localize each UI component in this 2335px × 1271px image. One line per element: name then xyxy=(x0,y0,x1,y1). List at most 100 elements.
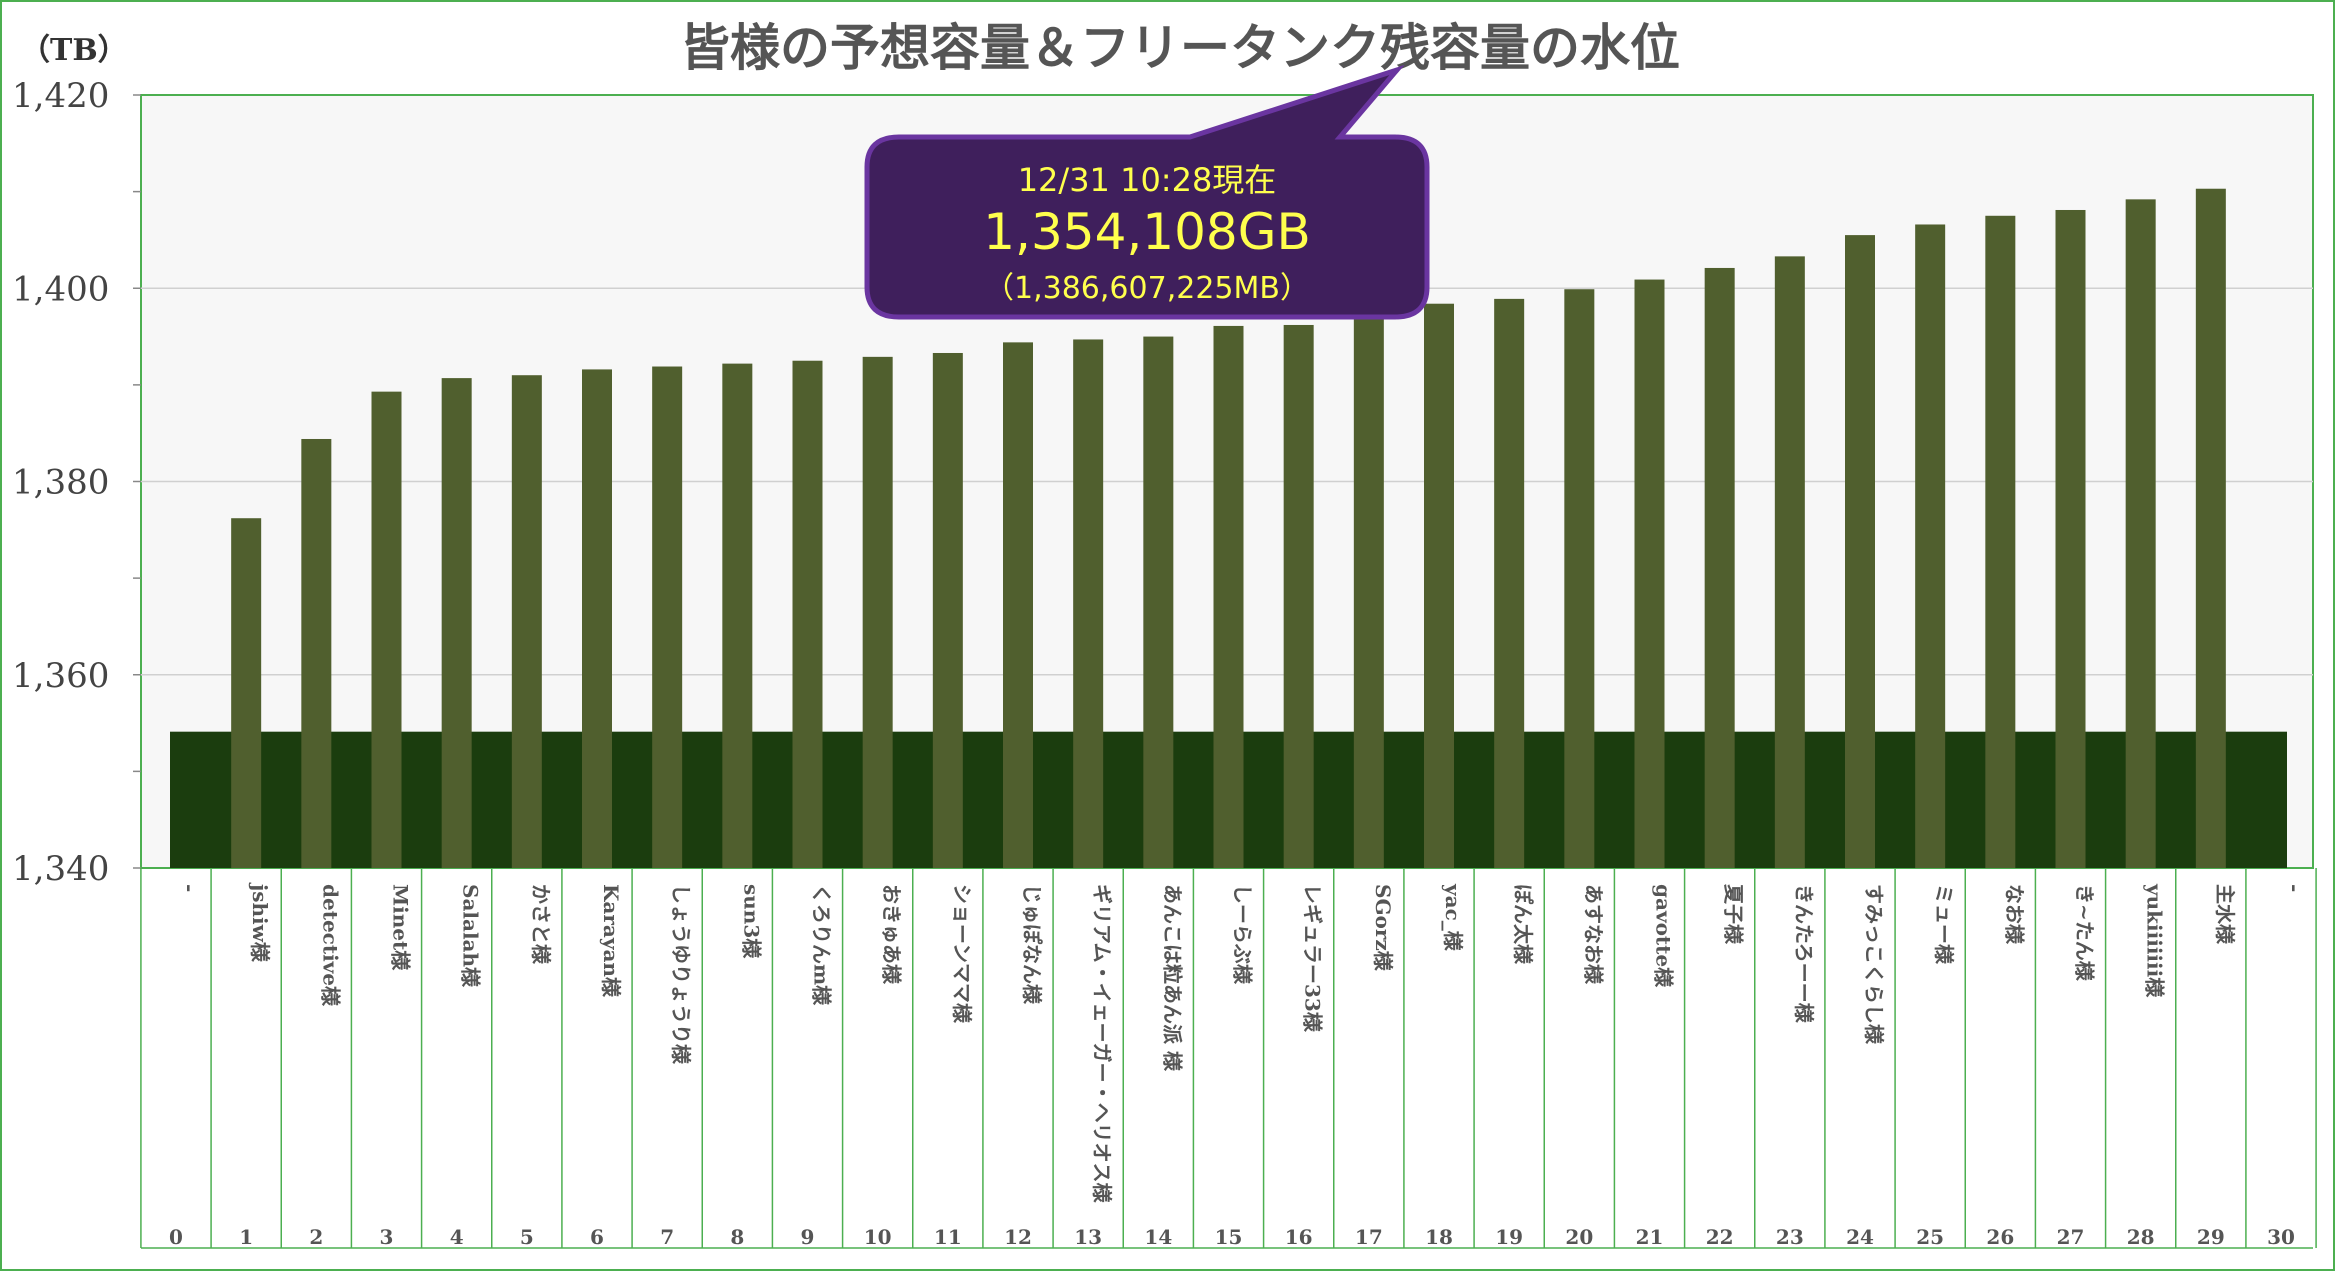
bar-9 xyxy=(792,360,823,868)
x-name-label: gavotte様 xyxy=(1652,884,1676,988)
x-tick-label: 5 xyxy=(520,1225,534,1249)
x-tick-label: 23 xyxy=(1776,1225,1804,1249)
x-name-label: yukiiiiiii様 xyxy=(2143,883,2167,998)
x-name-label: きんたろーー様 xyxy=(1792,884,1816,1024)
x-tick-label: 3 xyxy=(380,1225,394,1249)
x-name-label: あすなお様 xyxy=(1581,884,1605,985)
x-name-label: き~たん様 xyxy=(2073,884,2097,982)
bar-25 xyxy=(1915,224,1946,869)
bar-14 xyxy=(1143,336,1174,868)
x-tick-label: 11 xyxy=(934,1225,962,1249)
callout-label: 12/31 10:28現在 1,354,108GB （1,386,607,225… xyxy=(867,137,1427,317)
x-name-label: なお様 xyxy=(2002,884,2026,945)
x-name-label: ショーンママ様 xyxy=(950,884,974,1024)
bar-3 xyxy=(371,391,402,868)
x-tick-label: 6 xyxy=(590,1225,604,1249)
x-tick-label: 7 xyxy=(660,1225,674,1249)
x-name-label: detective様 xyxy=(318,884,342,1007)
x-tick-label: 15 xyxy=(1215,1225,1243,1249)
bar-24 xyxy=(1845,235,1875,868)
bar-7 xyxy=(652,366,683,868)
x-name-label: jshiw様 xyxy=(248,882,272,963)
y-tick-label: 1,360 xyxy=(12,656,109,696)
bar-5 xyxy=(511,375,542,868)
x-name-label: - xyxy=(2283,884,2307,892)
x-tick-label: 24 xyxy=(1846,1225,1874,1249)
bar-28 xyxy=(2125,199,2156,869)
x-tick-label: 27 xyxy=(2057,1225,2085,1249)
x-tick-label: 17 xyxy=(1355,1225,1383,1249)
x-tick-label: 26 xyxy=(1986,1225,2014,1249)
bar-26 xyxy=(1985,215,2016,868)
chart-title: 皆様の予想容量＆フリータンク残容量の水位 xyxy=(680,18,1680,77)
x-name-label: Minet様 xyxy=(389,884,413,971)
x-tick-label: 1 xyxy=(239,1225,253,1249)
x-name-label: レギュラー33様 xyxy=(1301,884,1325,1033)
y-axis-unit: （TB） xyxy=(20,33,128,68)
callout-gb: 1,354,108GB xyxy=(983,203,1311,261)
x-tick-label: 10 xyxy=(864,1225,892,1249)
x-tick-label: 28 xyxy=(2127,1225,2155,1249)
callout-bubble xyxy=(864,64,1430,320)
x-tick-label: 19 xyxy=(1495,1225,1523,1249)
callout-datetime: 12/31 10:28現在 xyxy=(1017,161,1277,199)
x-name-label: ギリアム・イェーガー・ヘリオス様 xyxy=(1090,884,1114,1204)
x-tick-label: 29 xyxy=(2197,1225,2225,1249)
x-tick-label: 9 xyxy=(801,1225,815,1249)
bar-10 xyxy=(862,356,893,868)
bar-19 xyxy=(1494,298,1525,868)
bar-8 xyxy=(722,363,753,868)
x-tick-label: 14 xyxy=(1144,1225,1172,1249)
x-tick-label: 4 xyxy=(450,1225,464,1249)
bar-20 xyxy=(1564,289,1595,868)
x-tick-label: 2 xyxy=(309,1225,323,1249)
bar-21 xyxy=(1634,279,1665,869)
x-tick-label: 0 xyxy=(169,1225,183,1249)
x-name-label: 主水様 xyxy=(2213,884,2237,945)
x-name-label: しーらぶ様 xyxy=(1231,884,1255,985)
callout-mb: （1,386,607,225MB） xyxy=(984,271,1310,306)
bar-15 xyxy=(1213,325,1244,869)
x-tick-label: 25 xyxy=(1916,1225,1944,1249)
x-tick-label: 13 xyxy=(1074,1225,1102,1249)
x-tick-label: 22 xyxy=(1706,1225,1734,1249)
x-tick-label: 21 xyxy=(1636,1225,1664,1249)
x-name-label: じゅぽなん様 xyxy=(1020,884,1044,1005)
x-name-label: すみっこくらし様 xyxy=(1862,884,1886,1045)
x-name-label: yac_様 xyxy=(1441,883,1465,952)
x-name-label: sun3様 xyxy=(739,884,763,959)
x-name-label: ミュー様 xyxy=(1932,884,1956,965)
bar-17 xyxy=(1353,317,1384,868)
x-tick-label: 8 xyxy=(730,1225,744,1249)
bar-27 xyxy=(2055,209,2086,868)
y-tick-label: 1,420 xyxy=(12,76,109,116)
x-name-label: ぽん太様 xyxy=(1511,884,1535,965)
x-tick-label: 16 xyxy=(1285,1225,1313,1249)
x-name-label: SGorz様 xyxy=(1371,884,1395,972)
y-tick-label: 1,400 xyxy=(12,269,109,309)
x-tick-label: 12 xyxy=(1004,1225,1032,1249)
x-tick-label: 20 xyxy=(1565,1225,1593,1249)
bar-6 xyxy=(582,369,612,868)
x-tick-label: 18 xyxy=(1425,1225,1453,1249)
x-name-label: おきゅあ様 xyxy=(880,884,904,985)
y-tick-label: 1,340 xyxy=(12,849,109,889)
bar-13 xyxy=(1073,339,1104,868)
bar-18 xyxy=(1424,303,1454,869)
x-name-label: かさと様 xyxy=(529,884,553,965)
x-tick-label: 30 xyxy=(2267,1225,2295,1249)
x-name-label: Salalah様 xyxy=(459,884,483,988)
bar-4 xyxy=(441,378,472,868)
y-tick-label: 1,380 xyxy=(12,463,109,503)
bar-12 xyxy=(1003,342,1033,868)
x-name-label: くろりんm様 xyxy=(810,884,834,1006)
bar-23 xyxy=(1774,256,1805,868)
x-name-label: 夏子様 xyxy=(1722,884,1746,945)
bar-1 xyxy=(231,518,262,868)
x-name-label: しょうゆりょうり様 xyxy=(669,884,693,1065)
bar-29 xyxy=(2195,188,2226,868)
bar-16 xyxy=(1283,324,1314,868)
bar-22 xyxy=(1704,267,1735,868)
x-name-label: - xyxy=(178,884,202,892)
